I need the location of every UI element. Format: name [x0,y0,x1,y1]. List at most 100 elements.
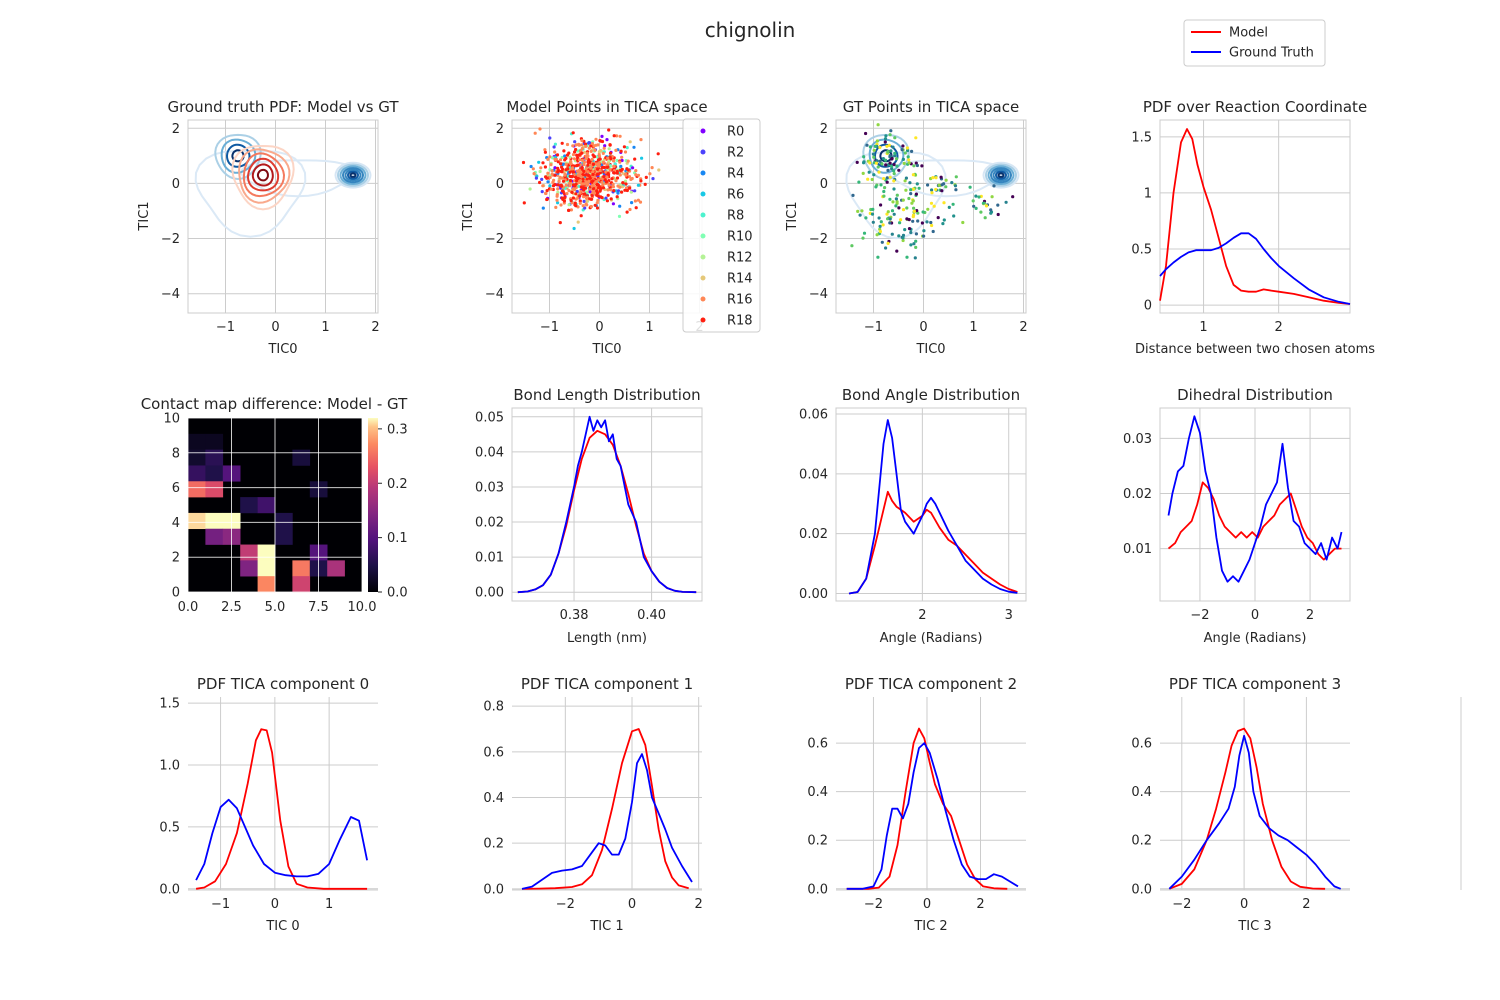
scatter-point [618,134,622,138]
scatter-point [556,187,560,191]
scatter-point [895,157,899,161]
scatter-point [892,169,896,173]
scatter-point [899,218,903,222]
scatter-legend-label: R16 [727,293,753,308]
y-tick-label: 0.0 [159,882,180,897]
scatter-point [907,227,912,231]
gt-contour-ring [334,161,372,189]
y-tick-label: 2 [172,551,180,566]
scatter-point [634,169,638,173]
x-tick-label: 0 [919,320,927,335]
scatter-point [644,175,648,179]
gt-contour-ring [225,143,251,168]
scatter-point [882,177,886,181]
scatter-legend-label: R6 [727,188,744,203]
scatter-point [586,170,590,174]
scatter-point [539,166,543,170]
scatter-point [890,167,894,171]
panel-gt-points: GT Points in TICA space TIC0 TIC1 −1 0 1 2 −… [785,98,1028,357]
scatter-point [583,186,588,190]
x-tick-label: 7.5 [308,600,329,615]
scatter-point [591,162,596,166]
scatter-point [608,168,612,172]
scatter-point [573,150,577,154]
scatter-point [895,193,899,197]
scatter-point [901,144,905,148]
scatter-point [628,186,632,190]
y-tick-label: 0 [1144,299,1152,314]
scatter-point [560,196,564,200]
scatter-point [954,175,958,179]
scatter-point [903,151,907,155]
scatter-point [871,207,875,211]
gt-contour-ring [341,167,365,184]
x-tick-label: 0 [271,897,279,912]
scatter-legend-marker [700,128,706,134]
scatter-point [601,165,605,169]
axes-frame [187,119,379,314]
scatter-point [566,167,570,171]
scatter-point [573,203,577,207]
scatter-point [573,140,577,144]
heatmap-cell [257,560,276,577]
y-tick-label: −2 [485,232,504,247]
scatter-point [624,186,629,190]
scatter-point [878,229,883,234]
scatter-point [907,158,911,162]
scatter-point [584,144,588,148]
scatter-point [894,197,899,201]
scatter-point [921,210,925,214]
scatter-point [909,230,913,235]
scatter-point [605,163,609,167]
y-tick-label: 6 [172,481,180,496]
scatter-point [912,213,916,217]
scatter-point [590,197,594,201]
y-tick-label: 0.00 [799,587,828,602]
scatter-point [636,198,641,202]
scatter-point [586,182,590,186]
scatter-point [569,198,573,203]
scatter-point [529,164,533,169]
scatter-point [961,220,965,225]
scatter-point [578,201,582,205]
scatter-point [551,180,555,184]
x-tick-label: 2.5 [221,600,242,615]
scatter-point [615,158,619,163]
scatter-point [876,255,880,259]
scatter-point [885,144,889,148]
scatter-point [874,161,879,165]
x-tick-label: 1 [645,320,653,335]
x-axis-label: Distance between two chosen atoms [1135,342,1375,357]
scatter-point [601,183,605,187]
scatter-point [534,176,539,180]
heatmap-cell [188,433,206,450]
x-tick-label: 0.40 [637,608,666,623]
scatter-point [887,143,891,147]
x-tick-label: −2 [1172,897,1191,912]
scatter-point [621,181,625,185]
scatter-point [920,164,924,168]
x-tick-label: 0.38 [560,608,589,623]
scatter-point [569,161,573,166]
scatter-point [936,216,940,220]
scatter-point [611,182,615,186]
heatmap-cell [188,465,206,482]
scatter-point [872,148,876,152]
scatter-point [888,133,892,137]
scatter-point [538,127,542,131]
scatter-point [581,177,585,181]
axes-background [1160,120,1350,313]
scatter-point [895,164,899,168]
series-line-ground-truth [521,753,693,890]
gt-contour-ring [994,170,1008,180]
scatter-point [886,210,890,214]
scatter-point [608,164,613,168]
scatter-point [626,159,630,163]
scatter-point [951,202,955,206]
scatter-point [553,166,557,170]
scatter-point [563,154,567,158]
scatter-point [879,220,883,224]
scatter-point [870,212,875,216]
scatter-point [940,189,944,193]
scatter-point [598,189,602,193]
